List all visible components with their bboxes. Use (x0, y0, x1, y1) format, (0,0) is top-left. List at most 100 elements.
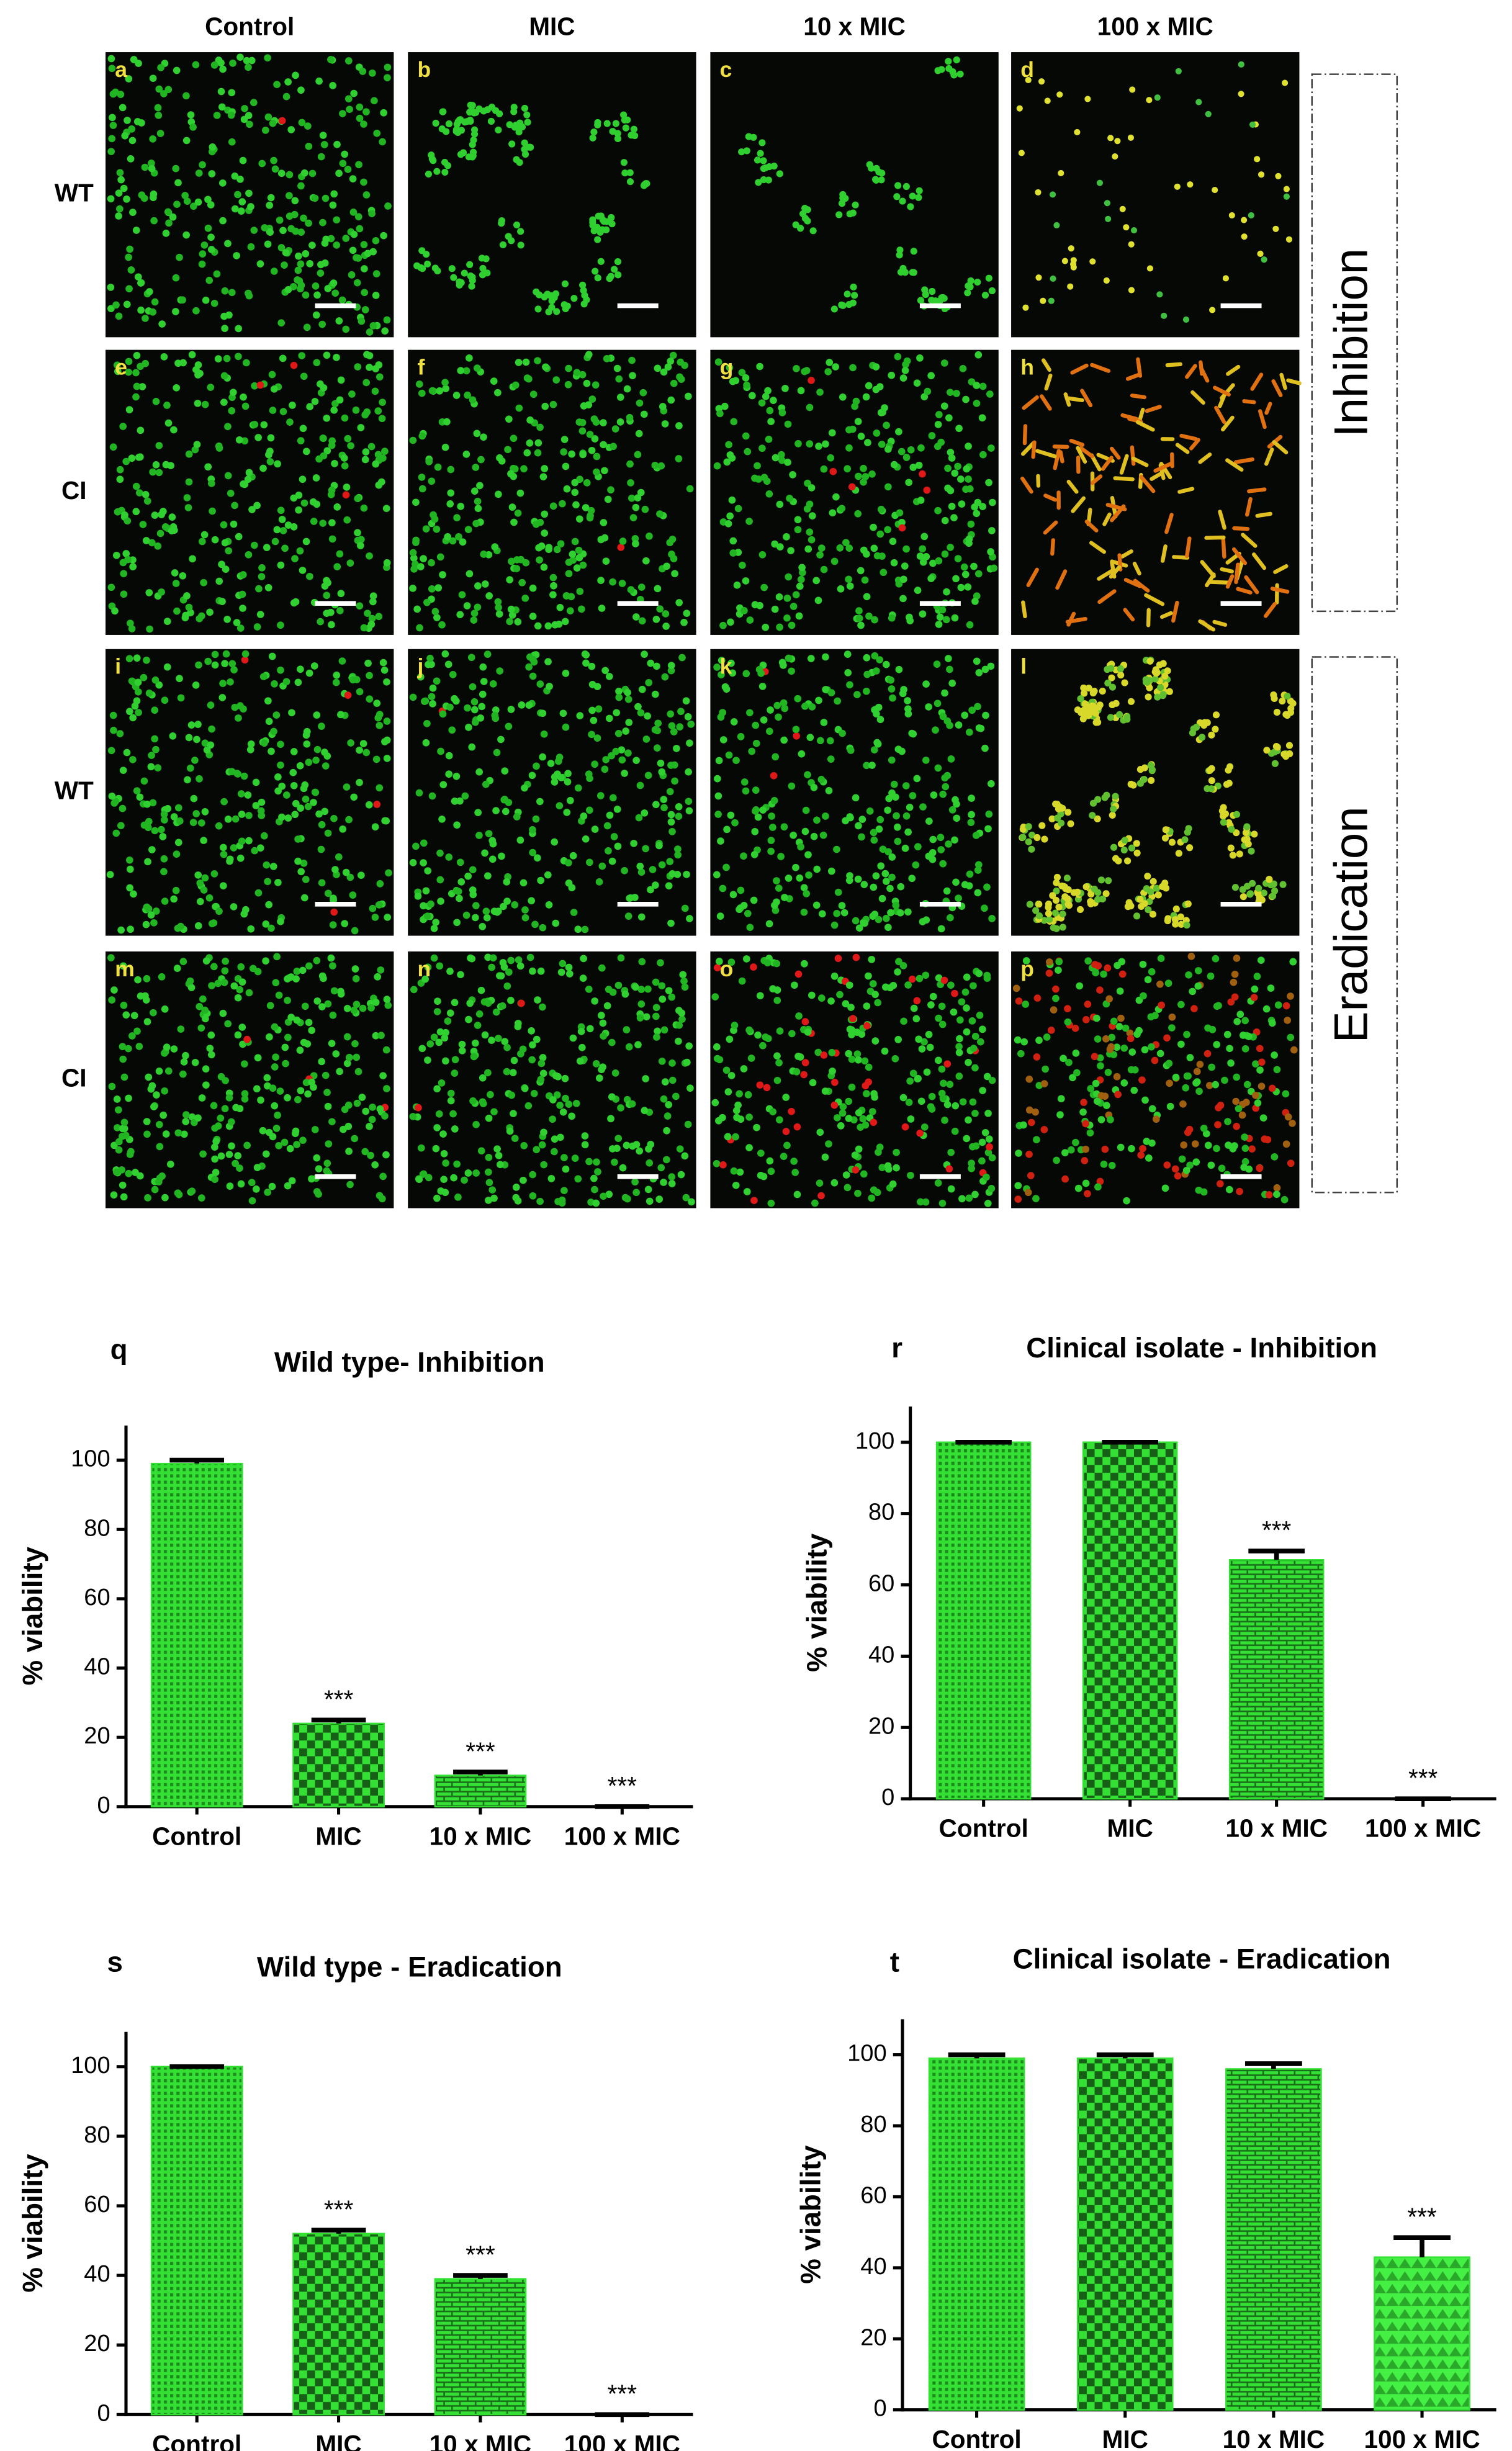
cell (275, 1142, 282, 1149)
cell (1060, 883, 1068, 890)
cell (1156, 980, 1164, 988)
cell (343, 1004, 351, 1012)
cell (182, 1051, 189, 1059)
cell (488, 1037, 495, 1044)
cell (1146, 657, 1154, 665)
cell (133, 118, 142, 125)
cell (805, 871, 812, 879)
cell (215, 577, 223, 585)
cell (442, 385, 449, 392)
panel-letter: l (1020, 654, 1027, 679)
cell (513, 565, 521, 572)
cell (608, 214, 615, 222)
cell (1221, 537, 1226, 559)
cell (494, 598, 502, 606)
cell (744, 909, 752, 917)
cell (222, 650, 230, 658)
cell (890, 559, 898, 567)
cell (1084, 1001, 1092, 1008)
cell (641, 650, 648, 658)
cell (1018, 150, 1025, 156)
cell (832, 363, 839, 371)
cell (457, 503, 465, 510)
cell (1231, 993, 1239, 1001)
cell (569, 852, 577, 860)
cell (506, 618, 513, 626)
cell (804, 771, 811, 779)
cell (576, 712, 584, 719)
cell (349, 891, 357, 899)
cell (974, 278, 981, 286)
cell (177, 694, 185, 702)
cell (590, 227, 598, 235)
cell (361, 265, 368, 272)
cell (213, 111, 221, 119)
cell (192, 307, 200, 315)
cell (1117, 1014, 1125, 1022)
cell (1082, 1120, 1089, 1128)
cell (1248, 879, 1256, 887)
cell (780, 662, 787, 669)
cell (225, 547, 233, 555)
cell (881, 1047, 889, 1055)
cell (591, 825, 599, 833)
x-tick-label: 10 x MIC (1223, 2425, 1325, 2451)
cell (366, 672, 373, 680)
cell (610, 443, 617, 451)
cell (955, 721, 963, 729)
cell (120, 1001, 128, 1009)
cell (863, 670, 871, 678)
cell (822, 653, 829, 661)
cell (107, 583, 115, 591)
cell (581, 1141, 589, 1149)
cell (1110, 843, 1118, 851)
cell (511, 465, 519, 473)
cell (713, 462, 721, 470)
cell (372, 292, 380, 299)
cell (1107, 714, 1115, 721)
cell (603, 1002, 611, 1010)
cell (1089, 799, 1097, 807)
cell (862, 393, 870, 401)
cell (978, 1138, 986, 1146)
cell (520, 1142, 528, 1149)
cell (890, 461, 898, 469)
cell (773, 898, 780, 906)
cell (436, 387, 444, 395)
cell (1044, 97, 1051, 104)
x-tick-label: 100 x MIC (1365, 1814, 1481, 1843)
cell (1179, 1100, 1187, 1108)
cell (279, 227, 287, 235)
cell (524, 119, 531, 126)
cell (330, 894, 337, 902)
cell (284, 521, 292, 529)
column-header: Control (205, 12, 294, 41)
cell (1241, 217, 1248, 223)
cell (802, 806, 810, 814)
cell (141, 163, 149, 171)
cell (112, 829, 120, 837)
cell (974, 351, 983, 359)
cell (629, 1142, 636, 1150)
cell (1266, 876, 1273, 883)
cell (361, 1148, 369, 1156)
cell (1289, 1119, 1296, 1127)
cell (660, 804, 668, 812)
cell (628, 494, 636, 502)
cell (302, 537, 310, 546)
cell (1189, 438, 1200, 451)
cell (449, 537, 457, 545)
cell (1262, 1005, 1271, 1013)
cell (258, 812, 266, 819)
cell (597, 258, 605, 265)
cell (870, 836, 878, 844)
cell (724, 1133, 732, 1141)
cell (492, 706, 500, 714)
cell (776, 500, 784, 508)
cell (351, 1040, 359, 1048)
cell (109, 90, 117, 98)
cell (1045, 969, 1053, 977)
cell (439, 108, 447, 115)
cell (148, 164, 156, 173)
cell (920, 533, 929, 541)
